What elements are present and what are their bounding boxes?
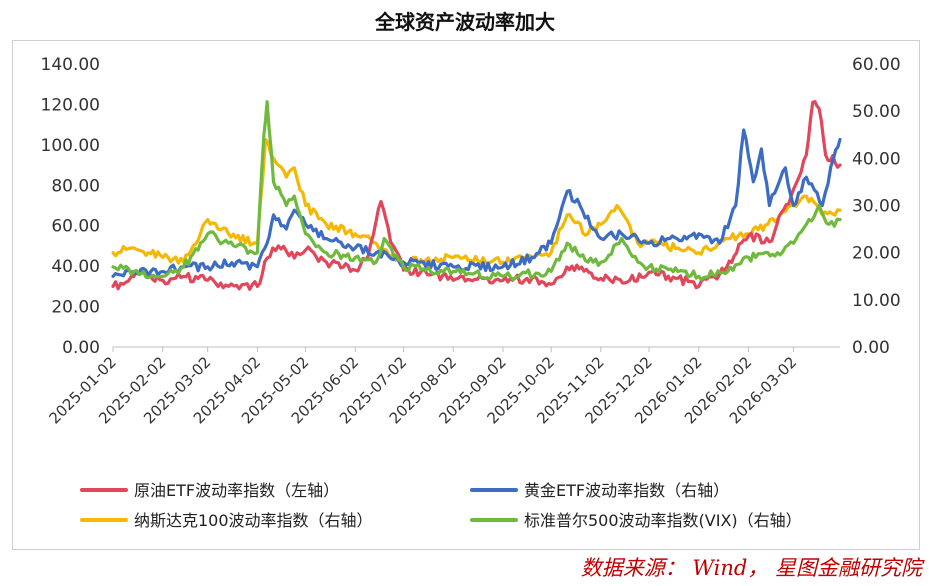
right-axis-tick-label: 60.00 <box>852 55 901 75</box>
chart-frame <box>12 40 920 550</box>
left-axis-tick-label: 20.00 <box>51 298 100 318</box>
left-axis-tick-label: 40.00 <box>51 257 100 277</box>
left-axis-tick-label: 80.00 <box>51 176 100 196</box>
right-axis-tick-label: 20.00 <box>852 244 901 264</box>
series-line-2 <box>111 137 842 268</box>
left-axis-tick-label: 0.00 <box>62 338 100 358</box>
series-line-1 <box>111 128 842 278</box>
right-axis-tick-label: 0.00 <box>852 338 890 358</box>
legend-label-3: 标准普尔500波动率指数(VIX)（右轴） <box>524 511 802 530</box>
source-note: 数据来源： Wind， 星图金融研究院 <box>580 556 922 580</box>
left-axis-tick-label: 140.00 <box>41 55 100 75</box>
legend-label-0: 原油ETF波动率指数（左轴） <box>134 481 339 500</box>
left-axis-tick-label: 120.00 <box>41 95 100 115</box>
chart-title: 全球资产波动率加大 <box>375 10 555 34</box>
right-axis-tick-label: 10.00 <box>852 291 901 311</box>
left-axis-tick-label: 100.00 <box>41 136 100 156</box>
right-axis-tick-label: 30.00 <box>852 197 901 217</box>
right-axis-tick-label: 40.00 <box>852 149 901 169</box>
series-line-3 <box>111 100 842 282</box>
legend-label-1: 黄金ETF波动率指数（右轴） <box>524 481 729 500</box>
left-axis-tick-label: 60.00 <box>51 217 100 237</box>
right-axis-tick-label: 50.00 <box>852 102 901 122</box>
legend-label-2: 纳斯达克100波动率指数（右轴） <box>134 511 373 530</box>
